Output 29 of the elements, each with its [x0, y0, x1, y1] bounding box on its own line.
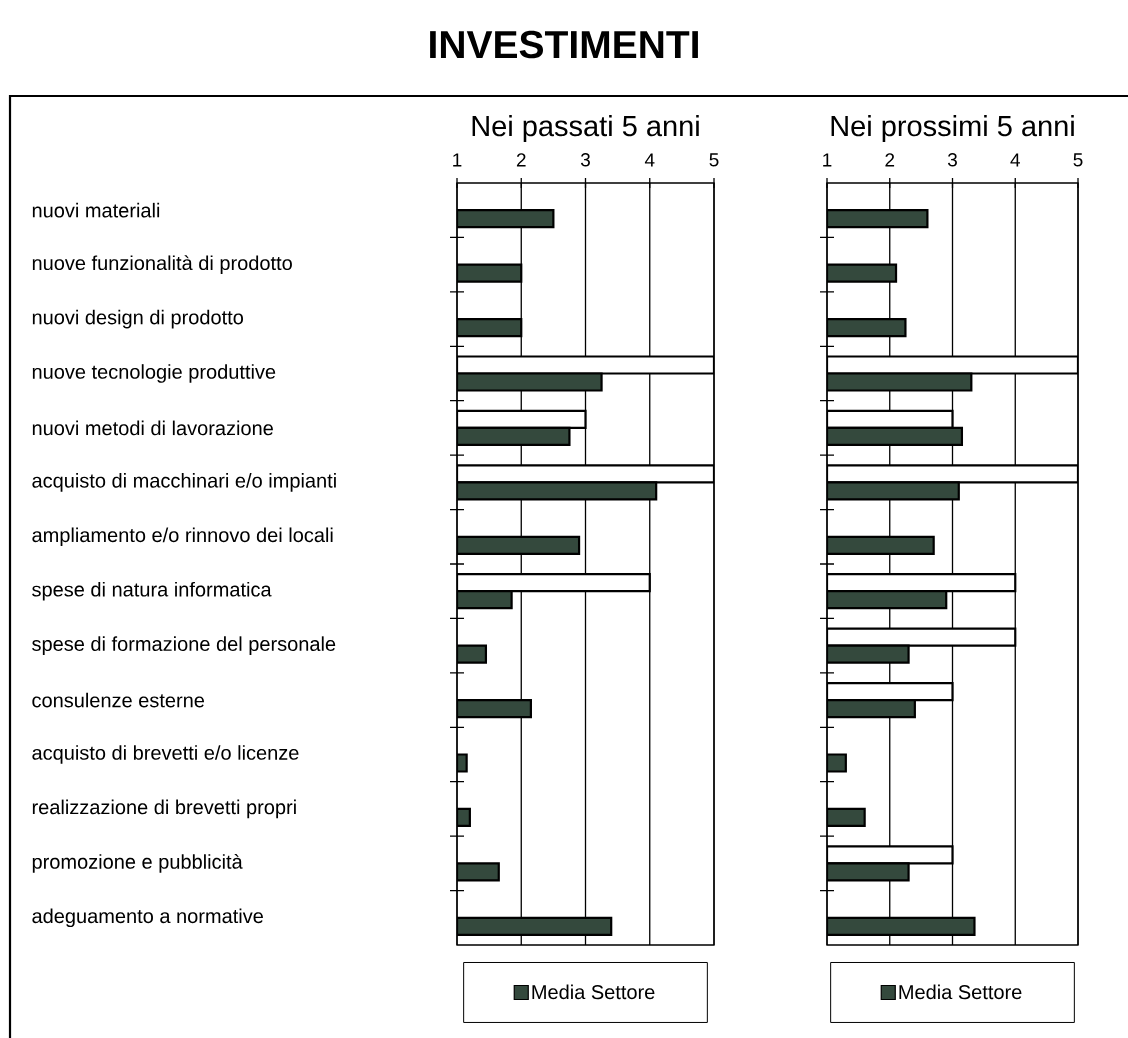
- x-tick-label: 2: [516, 153, 526, 167]
- y-tick-label: nuove funzionalità di prodotto: [32, 255, 292, 275]
- y-tick-label: realizzazione di brevetti propri: [32, 799, 296, 819]
- x-tick-label: 4: [644, 153, 655, 167]
- chart-subtitle: Nei passati 5 anni: [472, 115, 699, 143]
- y-tick-label: ampliamento e/o rinnovo dei locali: [32, 527, 333, 547]
- y-tick-label: adeguamento a normative: [32, 908, 263, 928]
- legend-label: Media Settore: [899, 984, 1022, 1000]
- y-tick-label: nuovi design di prodotto: [32, 309, 243, 329]
- x-tick-label: 4: [1010, 153, 1020, 167]
- y-tick-label: spese di natura informatica: [32, 581, 272, 601]
- y-tick-label: nuove tecnologie produttive: [32, 364, 276, 383]
- x-tick-label: 5: [1073, 153, 1083, 167]
- y-tick-label: nuovi metodi di lavorazione: [32, 420, 273, 436]
- chart-title: INVESTIMENTI: [430, 30, 698, 59]
- chart-subtitle: Nei prossimi 5 anni: [831, 115, 1074, 143]
- x-tick-label: 1: [823, 153, 832, 167]
- y-tick-label: acquisto di brevetti e/o licenze: [32, 745, 299, 764]
- legend-label: Media Settore: [532, 984, 655, 1000]
- y-tick-label: acquisto di macchinari e/o impianti: [32, 473, 336, 492]
- x-tick-label: 3: [580, 153, 590, 167]
- x-tick-label: 2: [885, 153, 895, 167]
- y-tick-label: spese di formazione del personale: [32, 636, 336, 655]
- y-tick-label: promozione e pubblicità: [32, 853, 243, 873]
- x-tick-label: 3: [947, 153, 957, 167]
- y-tick-label: nuovi materiali: [32, 202, 160, 218]
- x-tick-label: 5: [709, 153, 719, 167]
- x-tick-label: 1: [453, 153, 462, 167]
- y-tick-label: consulenze esterne: [32, 692, 205, 708]
